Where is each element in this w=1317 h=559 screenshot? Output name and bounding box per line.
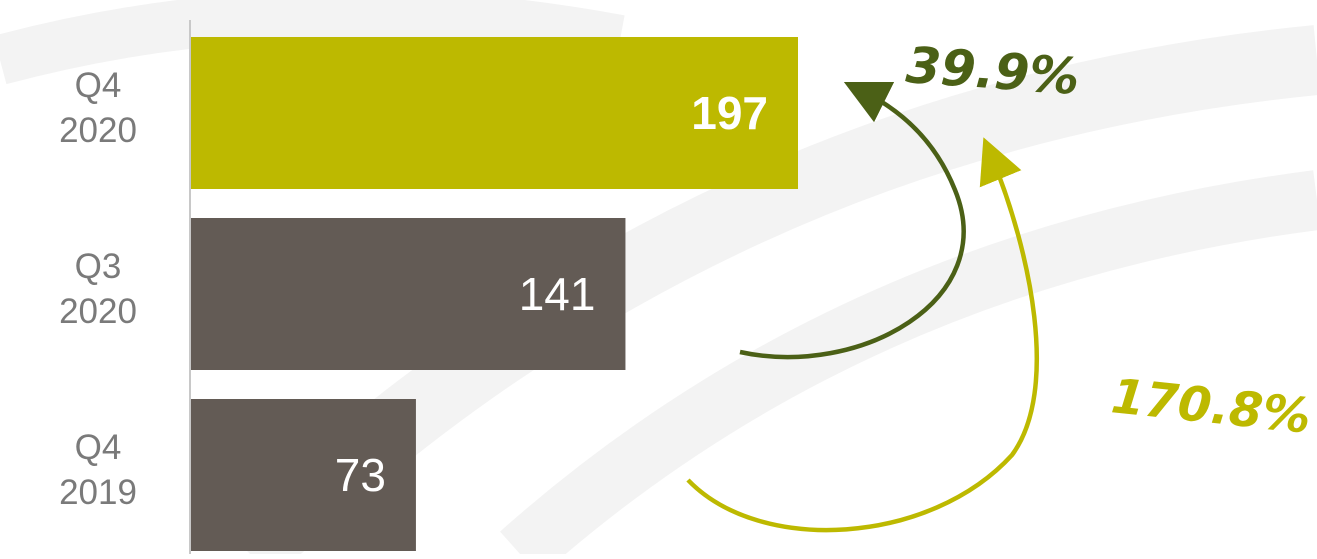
growth-label-quarterly: 39.9% xyxy=(904,36,1081,106)
data-label: 197 xyxy=(691,87,768,139)
data-label: 141 xyxy=(519,268,596,320)
bar-q3-2020 xyxy=(191,218,626,370)
bar-q4-2019 xyxy=(191,399,416,551)
bars-layer: 197 Q4 2020 141 Q3 2020 73 Q4 2019 xyxy=(59,37,798,551)
growth-arrow-q3-to-q4-2020 xyxy=(739,81,966,360)
category-label: Q3 2020 xyxy=(59,247,137,331)
growth-arrow-q4-2019-to-q4-2020 xyxy=(686,137,1039,533)
category-label: Q4 2020 xyxy=(59,66,137,150)
watermark-arc xyxy=(0,0,625,85)
bar-q4-2020 xyxy=(191,37,798,189)
category-label: Q4 2019 xyxy=(59,428,137,512)
watermark-arc xyxy=(500,170,1317,559)
data-label: 73 xyxy=(335,449,386,501)
growth-label-yearly: 170.8% xyxy=(1109,368,1314,445)
